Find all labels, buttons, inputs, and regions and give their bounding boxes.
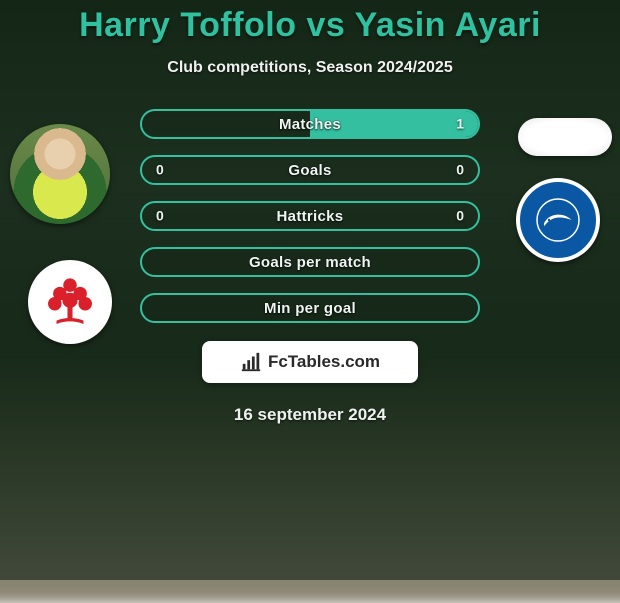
brighton-badge bbox=[516, 178, 600, 262]
stat-value-right: 0 bbox=[456, 162, 464, 178]
site-text: FcTables.com bbox=[268, 352, 380, 372]
player-right-photo bbox=[518, 118, 612, 156]
player-left-photo bbox=[10, 124, 110, 224]
forest-badge bbox=[28, 260, 112, 344]
forest-badge-icon bbox=[43, 275, 97, 329]
stat-label: Hattricks bbox=[277, 208, 344, 225]
stat-row-hattricks: 0 Hattricks 0 bbox=[140, 201, 480, 231]
date-text: 16 september 2024 bbox=[234, 405, 386, 425]
stat-row-goals: 0 Goals 0 bbox=[140, 155, 480, 185]
stat-row-goals-per-match: Goals per match bbox=[140, 247, 480, 277]
stat-label: Goals bbox=[288, 162, 331, 179]
brighton-badge-icon bbox=[534, 196, 582, 244]
stat-value-left: 0 bbox=[156, 208, 164, 224]
stat-value-left: 0 bbox=[156, 162, 164, 178]
stat-value-right: 0 bbox=[456, 208, 464, 224]
stat-label: Matches bbox=[279, 116, 341, 133]
subtitle: Club competitions, Season 2024/2025 bbox=[167, 59, 452, 77]
stat-label: Goals per match bbox=[249, 254, 371, 271]
comparison-card: Harry Toffolo vs Yasin Ayari Club compet… bbox=[0, 0, 620, 580]
page-title: Harry Toffolo vs Yasin Ayari bbox=[79, 6, 541, 45]
site-badge[interactable]: FcTables.com bbox=[202, 341, 418, 383]
stat-row-matches: Matches 1 bbox=[140, 109, 480, 139]
stat-label: Min per goal bbox=[264, 300, 356, 317]
bar-chart-icon bbox=[240, 351, 262, 373]
stat-row-min-per-goal: Min per goal bbox=[140, 293, 480, 323]
stat-value-right: 1 bbox=[456, 116, 464, 132]
